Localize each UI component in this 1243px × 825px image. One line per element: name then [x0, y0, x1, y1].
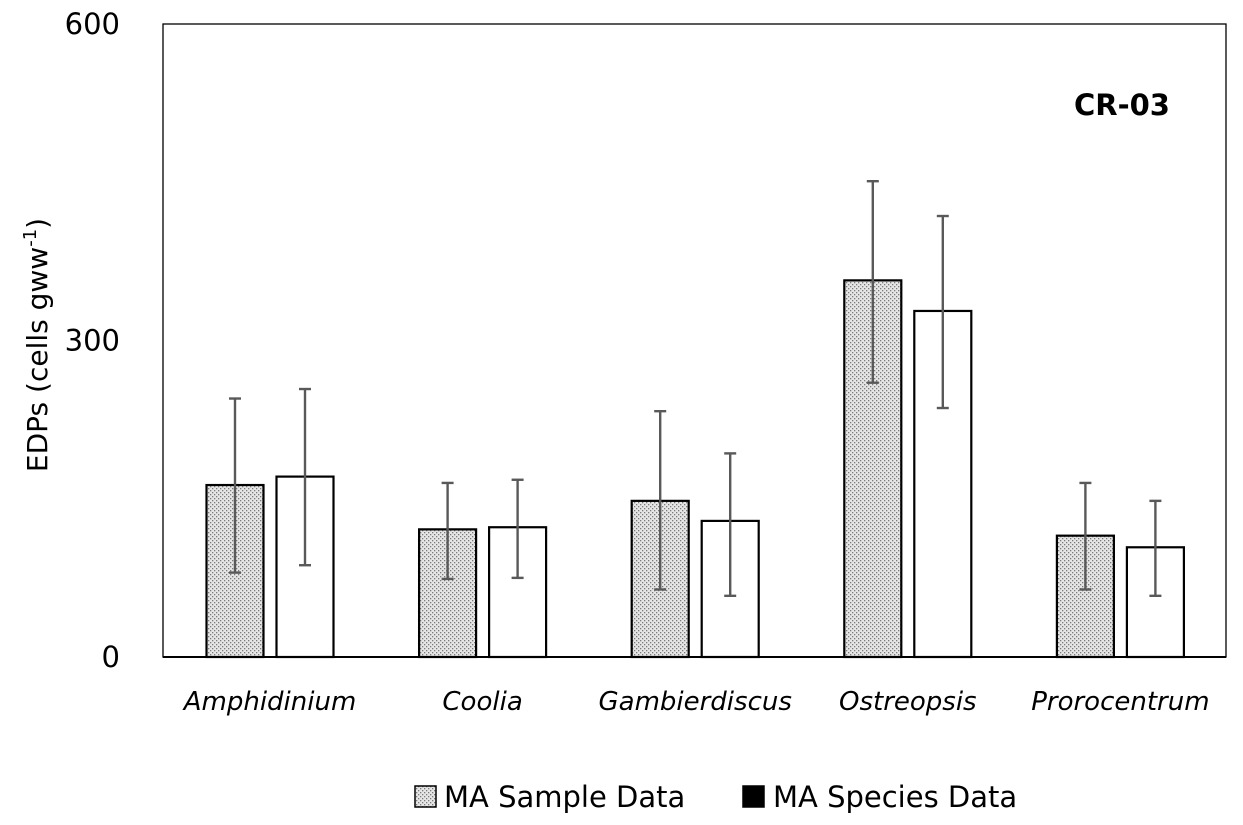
error-bar-amphidinium-sample: [229, 397, 241, 574]
legend-label-species: MA Species Data: [773, 780, 1017, 814]
y-axis-title: EDPs (cells gww-1): [20, 218, 54, 472]
y-tick-label: 600: [65, 7, 120, 41]
error-bar-prorocentrum-sample: [1079, 481, 1092, 591]
x-axis: Amphidinium Coolia Gambierdiscus Ostreopsis…: [182, 687, 1210, 717]
x-tick-label: Ostreopsis: [839, 687, 977, 717]
legend: MA Sample Data MA Species Data: [414, 780, 1017, 814]
error-bars-layer: [229, 179, 1162, 598]
y-axis: 0 300 600: [65, 7, 120, 674]
x-tick-label: Coolia: [442, 687, 522, 717]
error-bar-ostreopsis-species: [936, 214, 949, 410]
error-bar-prorocentrum-species: [1149, 499, 1162, 598]
error-bar-amphidinium-species: [299, 387, 311, 567]
legend-swatch-species: [742, 785, 765, 808]
error-bar-gambierdiscus-sample: [654, 409, 667, 591]
error-bar-ostreopsis-sample: [866, 179, 879, 384]
x-tick-label: Amphidinium: [182, 687, 357, 717]
y-tick-label: 0: [102, 640, 120, 674]
legend-label-sample: MA Sample Data: [444, 780, 685, 814]
error-bar-gambierdiscus-species: [724, 452, 737, 598]
legend-swatch-sample: [414, 785, 437, 808]
y-tick-label: 300: [65, 324, 120, 358]
bars-layer: [205, 279, 1186, 659]
error-bar-coolia-species: [511, 478, 524, 580]
x-tick-label: Prorocentrum: [1031, 687, 1209, 717]
x-tick-label: Gambierdiscus: [598, 687, 791, 717]
error-bar-coolia-sample: [441, 481, 454, 581]
chart-annotation: CR-03: [1074, 88, 1170, 122]
